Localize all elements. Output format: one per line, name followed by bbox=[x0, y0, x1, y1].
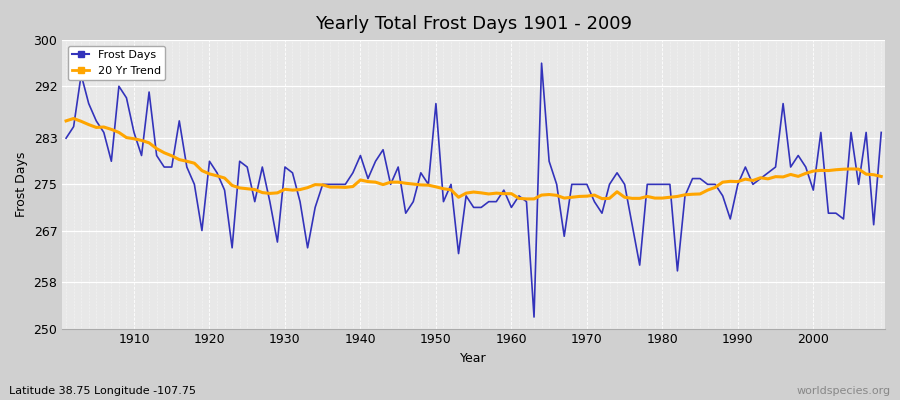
Text: worldspecies.org: worldspecies.org bbox=[796, 386, 891, 396]
X-axis label: Year: Year bbox=[460, 352, 487, 365]
Title: Yearly Total Frost Days 1901 - 2009: Yearly Total Frost Days 1901 - 2009 bbox=[315, 15, 632, 33]
Y-axis label: Frost Days: Frost Days bbox=[15, 152, 28, 217]
Legend: Frost Days, 20 Yr Trend: Frost Days, 20 Yr Trend bbox=[68, 46, 166, 80]
Text: Latitude 38.75 Longitude -107.75: Latitude 38.75 Longitude -107.75 bbox=[9, 386, 196, 396]
